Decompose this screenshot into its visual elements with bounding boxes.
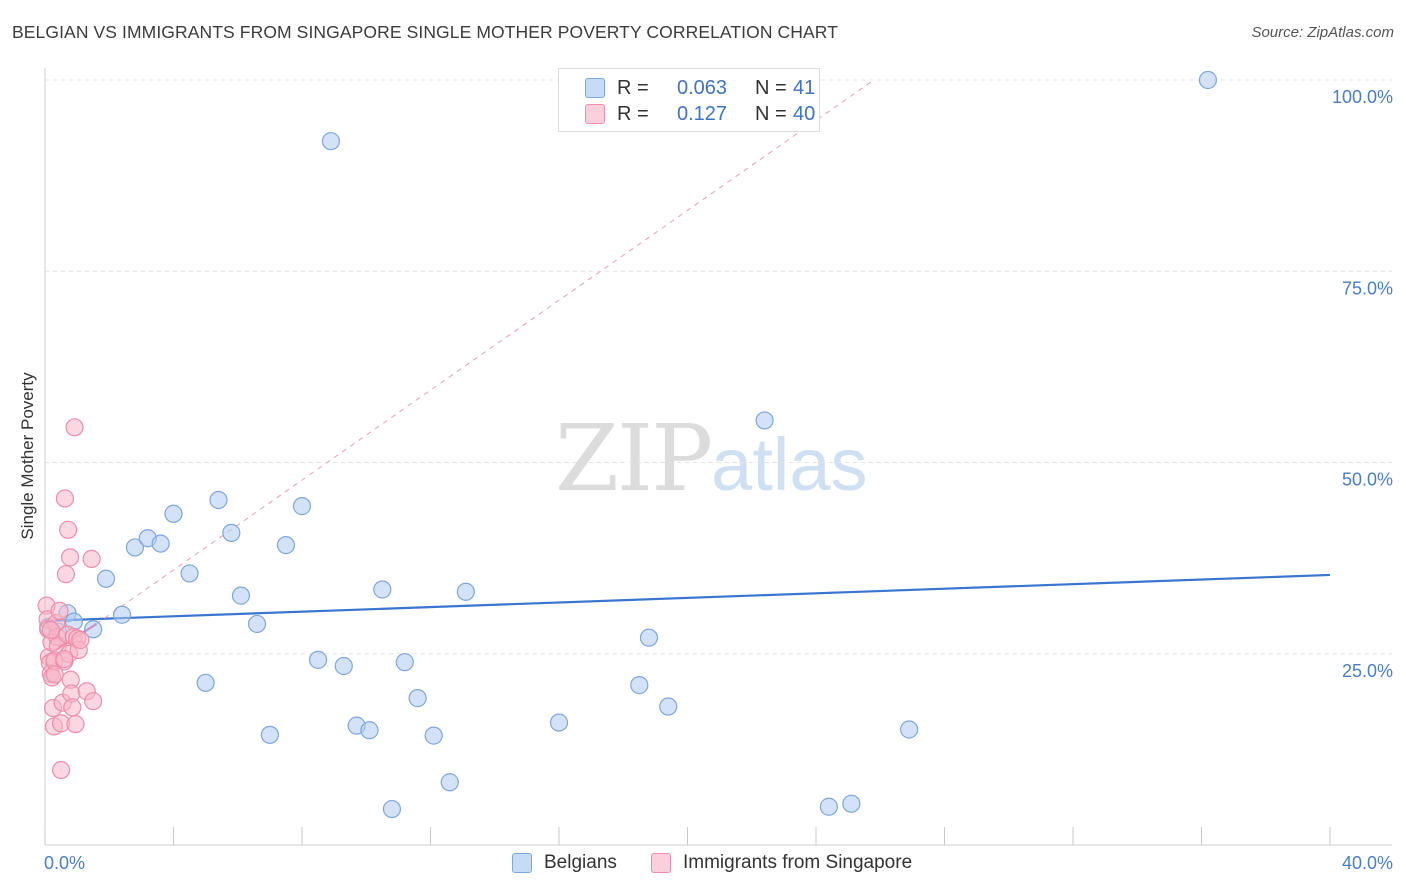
data-point: [231, 586, 251, 605]
legend-swatch-belgians: [585, 78, 605, 98]
chart-title: BELGIAN VS IMMIGRANTS FROM SINGAPORE SIN…: [12, 22, 839, 42]
bottom-legend-swatch-singapore: [651, 853, 671, 873]
legend-box: R = 0.063 N = 41 R = 0.127 N = 40: [558, 68, 820, 132]
y-tick-label: 100.0%: [1332, 87, 1393, 107]
data-point: [630, 676, 649, 695]
source-label: Source: ZipAtlas.com: [1251, 24, 1394, 41]
grid-lines: [45, 79, 1392, 655]
data-point: [112, 605, 132, 624]
data-point: [209, 490, 228, 510]
x-tick-label: 0.0%: [44, 853, 85, 873]
bottom-legend-label: Immigrants from Singapore: [683, 852, 913, 873]
data-point: [260, 725, 279, 744]
data-point: [819, 797, 838, 816]
series-belgians: [39, 70, 1218, 819]
legend-r-value: 0.063: [677, 77, 728, 99]
data-point: [424, 726, 443, 745]
watermark-atlas: atlas: [711, 423, 868, 506]
legend-n-label: N =: [755, 77, 787, 99]
legend-n-value: 41: [793, 77, 816, 99]
data-point: [247, 614, 267, 634]
watermark-zip: ZIP: [555, 405, 713, 512]
data-point: [125, 538, 145, 557]
data-point: [66, 715, 85, 734]
data-point: [276, 536, 296, 555]
data-point: [82, 549, 101, 568]
y-tick-label: 25.0%: [1342, 661, 1393, 681]
data-point: [321, 132, 341, 151]
data-point: [45, 665, 64, 684]
data-point: [373, 580, 392, 599]
data-point: [549, 713, 569, 732]
watermark: ZIPatlas: [555, 405, 867, 512]
y-tick-label: 50.0%: [1342, 470, 1393, 490]
legend-r-label: R =: [617, 103, 649, 125]
legend-swatch-singapore: [585, 104, 605, 124]
data-point: [55, 650, 74, 669]
data-point: [56, 565, 75, 584]
data-point: [41, 620, 60, 640]
bottom-legend-label: Belgians: [544, 852, 617, 873]
data-point: [659, 697, 678, 716]
data-point: [440, 773, 459, 792]
tick-labels: 100.0% 75.0% 50.0% 25.0% 0.0% 40.0%: [44, 87, 1393, 873]
data-point: [65, 418, 84, 437]
data-point: [180, 564, 199, 583]
data-point: [60, 548, 80, 567]
data-point: [639, 628, 659, 647]
data-point: [164, 504, 183, 523]
x-tick-label: 40.0%: [1342, 853, 1393, 873]
data-point: [59, 520, 78, 539]
legend-n-value: 40: [793, 103, 816, 125]
data-point: [50, 601, 69, 621]
trend-line: [96, 79, 875, 625]
data-point: [196, 673, 215, 692]
data-point: [55, 489, 75, 508]
data-point: [1198, 70, 1218, 90]
data-point: [395, 653, 414, 672]
data-point: [842, 794, 861, 813]
data-point: [71, 630, 90, 650]
data-point: [222, 523, 241, 542]
data-point: [84, 692, 103, 711]
series-singapore: [37, 418, 103, 780]
data-point: [755, 411, 774, 430]
data-point: [408, 689, 427, 708]
data-points: [37, 70, 1218, 819]
data-point: [360, 721, 379, 740]
legend-r-label: R =: [617, 77, 649, 99]
data-point: [51, 760, 71, 780]
data-point: [456, 582, 475, 601]
legend-r-value: 0.127: [677, 103, 728, 125]
data-point: [96, 569, 116, 588]
data-point: [151, 534, 170, 553]
data-point: [382, 799, 402, 819]
data-point: [84, 620, 103, 639]
data-point: [900, 720, 919, 739]
data-point: [308, 650, 328, 669]
axes: [44, 68, 1392, 846]
y-tick-label: 75.0%: [1342, 278, 1393, 298]
data-point: [334, 656, 353, 676]
trend-lines: [44, 79, 1331, 658]
trend-line: [44, 573, 1331, 622]
legend-n-label: N =: [755, 103, 787, 125]
data-point: [292, 497, 312, 516]
data-point: [63, 698, 82, 717]
bottom-legend-swatch-belgians: [512, 853, 532, 873]
